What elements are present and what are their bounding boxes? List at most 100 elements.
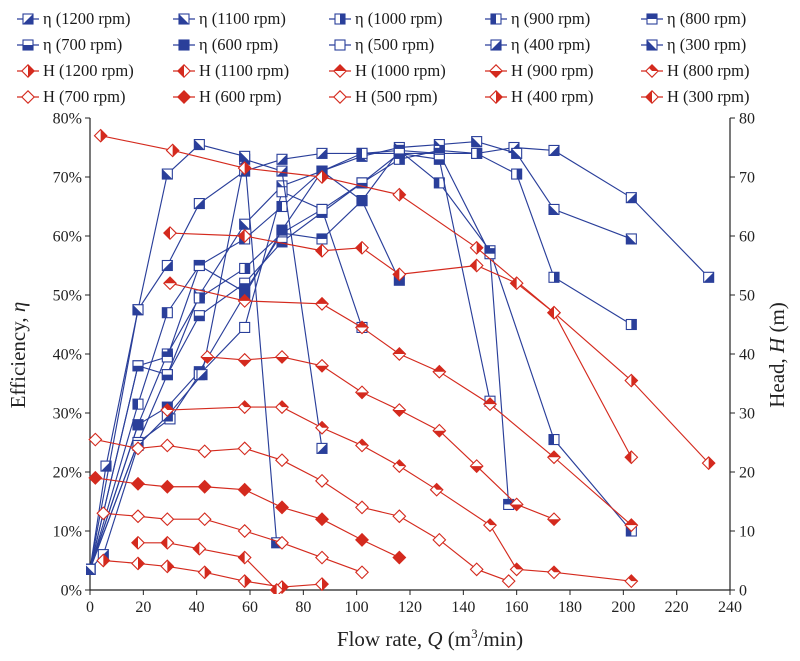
- data-point: [315, 473, 329, 488]
- series-eff-700-rpm: [86, 147, 496, 575]
- legend-item: η (600 rpm): [172, 32, 328, 58]
- legend-item: H (600 rpm): [172, 84, 328, 110]
- data-point: [275, 500, 289, 515]
- x-tick-label: 220: [665, 599, 689, 616]
- data-point: [131, 441, 145, 456]
- x-axis-title-text: Flow rate,: [337, 627, 427, 651]
- data-point: [703, 271, 715, 283]
- legend-label: H (800 rpm): [667, 61, 750, 80]
- series-line: [95, 438, 509, 582]
- data-point: [484, 248, 496, 260]
- data-point: [315, 512, 329, 527]
- legend-swatch: [485, 13, 507, 25]
- data-point: [193, 139, 205, 151]
- y-left-tick-label: 10%: [53, 524, 82, 541]
- data-point: [237, 574, 252, 589]
- legend-item: H (800 rpm): [640, 58, 796, 84]
- legend-marker: [646, 13, 658, 25]
- legend-label: η (600 rpm): [199, 35, 279, 54]
- legend-label: η (1100 rpm): [199, 9, 286, 28]
- y-axis-left-title-var: η: [6, 302, 30, 312]
- series-line: [89, 143, 278, 570]
- data-point: [131, 535, 145, 550]
- y-axis-right-title-var: H: [765, 336, 789, 354]
- legend-item: η (1000 rpm): [328, 6, 484, 32]
- legend-item: H (1000 rpm): [328, 58, 484, 84]
- legend-marker: [21, 64, 35, 78]
- data-point: [509, 276, 524, 291]
- data-point: [275, 400, 289, 415]
- data-point: [433, 153, 445, 165]
- data-point: [315, 358, 329, 373]
- legend-marker: [334, 39, 346, 51]
- series-layer: [86, 128, 716, 594]
- data-point: [625, 318, 637, 331]
- data-point: [132, 398, 144, 410]
- data-point: [509, 497, 524, 512]
- x-axis-title-sup: 3: [471, 626, 478, 641]
- y-axis-left-title-text: Efficiency,: [6, 312, 30, 408]
- data-point: [237, 229, 252, 243]
- legend-marker: [490, 13, 502, 25]
- axes: [85, 117, 735, 595]
- data-point: [355, 565, 369, 580]
- data-point: [392, 403, 407, 418]
- legend-item: H (1100 rpm): [172, 58, 328, 84]
- legend-item: H (1200 rpm): [16, 58, 172, 84]
- data-point: [131, 556, 145, 571]
- legend-item: η (500 rpm): [328, 32, 484, 58]
- data-point: [276, 165, 288, 177]
- series-line: [89, 158, 323, 570]
- legend-marker: [178, 39, 190, 51]
- data-point: [315, 550, 329, 565]
- legend-marker: [177, 64, 191, 78]
- data-point: [469, 258, 484, 273]
- data-point: [196, 369, 208, 381]
- tick-labels: 0 20 40 60 80 100 120 140 160 180 200 220 2400%10%20…: [53, 111, 755, 617]
- data-point: [132, 304, 144, 316]
- legend-swatch: [173, 90, 195, 104]
- legend-item: η (800 rpm): [640, 6, 796, 32]
- legend-marker: [333, 64, 347, 78]
- data-point: [276, 186, 288, 198]
- data-point: [160, 403, 175, 418]
- x-tick-label: 120: [398, 599, 422, 616]
- data-point: [161, 369, 173, 381]
- y-left-tick-label: 60%: [53, 229, 82, 246]
- y-right-tick-label: 20: [739, 465, 755, 482]
- data-point: [393, 147, 405, 159]
- y-left-tick-label: 80%: [53, 111, 82, 128]
- data-point: [356, 147, 368, 159]
- x-axis-title-var: Q: [427, 627, 442, 651]
- y-left-tick-label: 20%: [53, 465, 82, 482]
- series-head-h-300-rpm: [131, 535, 284, 594]
- data-point: [315, 243, 329, 258]
- data-point: [160, 559, 175, 574]
- data-point: [163, 226, 177, 241]
- data-point: [275, 453, 289, 468]
- x-axis-title-unit-pre: (m: [443, 627, 472, 651]
- series-head-h-600-rpm: [88, 470, 407, 565]
- legend-marker: [489, 64, 503, 78]
- data-point: [161, 259, 173, 272]
- legend-marker: [333, 90, 347, 104]
- data-point: [163, 276, 177, 291]
- x-tick-label: 160: [505, 599, 529, 616]
- y-left-tick-label: 50%: [53, 288, 82, 305]
- data-point: [239, 218, 251, 230]
- legend-swatch: [173, 39, 195, 51]
- data-point: [165, 143, 180, 158]
- y-right-tick-label: 40: [739, 347, 755, 364]
- data-point: [624, 574, 639, 589]
- data-point: [237, 400, 252, 415]
- data-point: [509, 562, 524, 577]
- data-point: [237, 293, 252, 308]
- data-point: [237, 524, 252, 538]
- data-point: [547, 305, 561, 320]
- data-point: [237, 441, 252, 456]
- data-point: [625, 233, 637, 245]
- y-axis-left-title: Efficiency, η: [6, 302, 30, 409]
- legend-label: H (1200 rpm): [43, 61, 134, 80]
- data-point: [701, 456, 716, 471]
